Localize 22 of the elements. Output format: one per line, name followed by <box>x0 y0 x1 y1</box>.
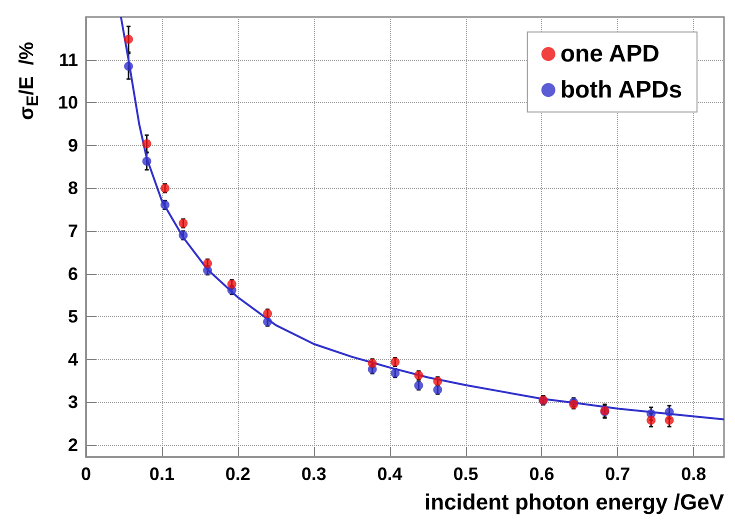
x-tick-label: 0.7 <box>605 464 630 484</box>
y-tick-label: 8 <box>68 178 78 198</box>
y-tick-label: 6 <box>68 264 78 284</box>
x-tick-label: 0.2 <box>225 464 250 484</box>
x-tick-label: 0.5 <box>453 464 478 484</box>
legend-label: one APD <box>560 40 660 68</box>
y-tick-label: 10 <box>58 92 78 113</box>
x-tick-label: 0.1 <box>149 464 174 484</box>
x-tick-label: 0.8 <box>681 464 706 484</box>
y-tick-label: 3 <box>68 392 78 412</box>
y-tick-label: 2 <box>68 435 78 456</box>
y-tick-label: 5 <box>68 306 78 327</box>
y-tick-label: 9 <box>68 135 78 156</box>
x-axis-title: incident photon energy /GeV <box>424 490 724 514</box>
y-tick-label: 4 <box>68 349 78 370</box>
y-tick-label: 11 <box>58 50 78 70</box>
y-tick-label: 7 <box>68 221 78 242</box>
legend-label: both APDs <box>560 76 682 104</box>
x-tick-label: 0 <box>80 464 92 484</box>
x-tick-label: 0.3 <box>301 464 326 484</box>
x-tick-label: 0.6 <box>529 464 554 484</box>
x-tick-label: 0.4 <box>377 464 402 484</box>
